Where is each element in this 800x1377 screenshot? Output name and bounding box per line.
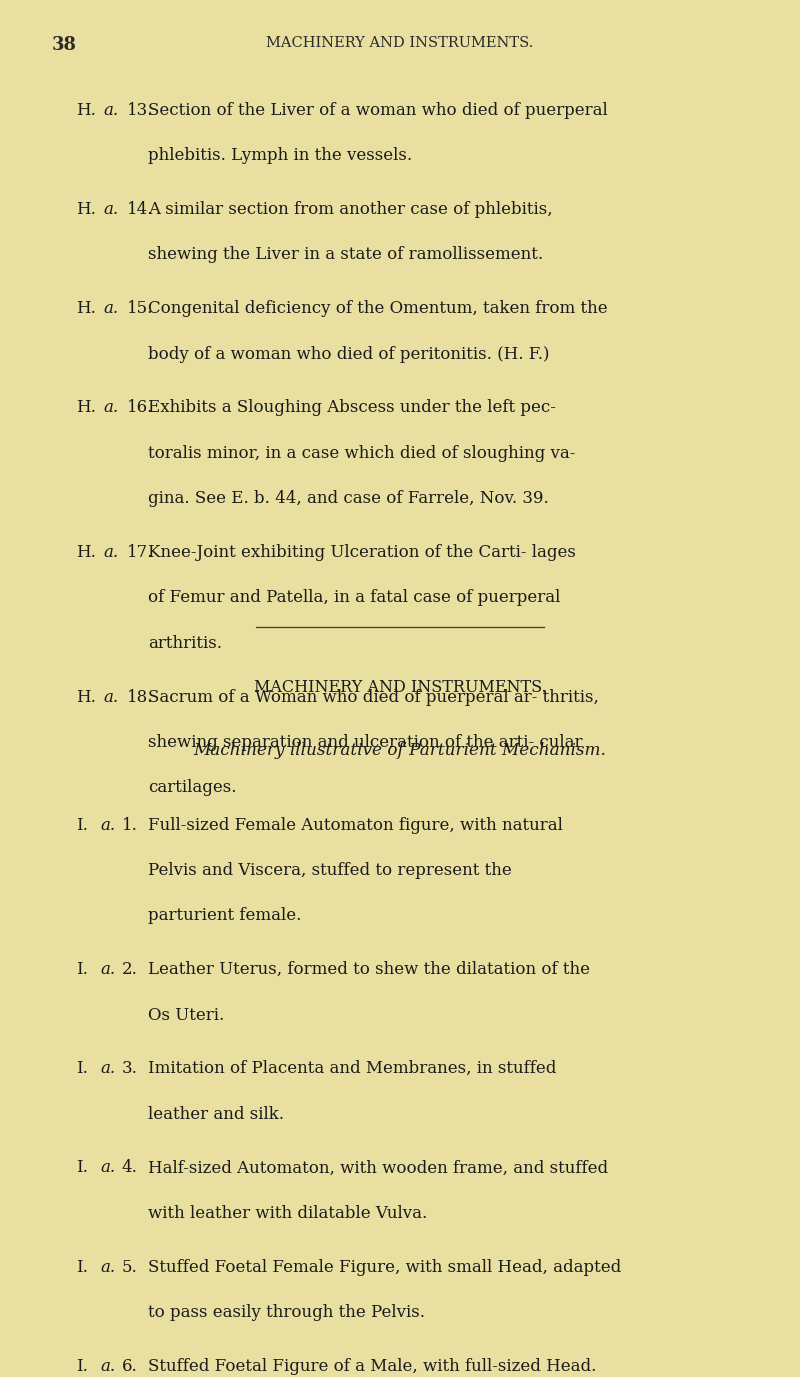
Text: Full-sized Female Automaton figure, with natural: Full-sized Female Automaton figure, with… <box>148 817 563 833</box>
Text: I.: I. <box>76 1358 88 1374</box>
Text: Half-sized Automaton, with wooden frame, and stuffed: Half-sized Automaton, with wooden frame,… <box>148 1159 608 1176</box>
Text: 17.: 17. <box>127 544 154 560</box>
Text: 6.: 6. <box>122 1358 138 1374</box>
Text: H.: H. <box>76 544 96 560</box>
Text: parturient female.: parturient female. <box>148 907 302 924</box>
Text: arthritis.: arthritis. <box>148 635 222 651</box>
Text: H.: H. <box>76 102 96 118</box>
Text: H.: H. <box>76 201 96 218</box>
Text: Leather Uterus, formed to shew the dilatation of the: Leather Uterus, formed to shew the dilat… <box>148 961 590 978</box>
Text: I.: I. <box>76 1060 88 1077</box>
Text: Congenital deficiency of the Omentum, taken from the: Congenital deficiency of the Omentum, ta… <box>148 300 608 317</box>
Text: phlebitis. Lymph in the vessels.: phlebitis. Lymph in the vessels. <box>148 147 412 164</box>
Text: a.: a. <box>103 399 118 416</box>
Text: a.: a. <box>103 688 118 705</box>
Text: leather and silk.: leather and silk. <box>148 1106 284 1122</box>
Text: 2.: 2. <box>122 961 138 978</box>
Text: 14.: 14. <box>127 201 154 218</box>
Text: to pass easily through the Pelvis.: to pass easily through the Pelvis. <box>148 1304 425 1321</box>
Text: 1.: 1. <box>122 817 138 833</box>
Text: Sacrum of a Woman who died of puerperal ar- thritis,: Sacrum of a Woman who died of puerperal … <box>148 688 599 705</box>
Text: H.: H. <box>76 399 96 416</box>
Text: with leather with dilatable Vulva.: with leather with dilatable Vulva. <box>148 1205 427 1221</box>
Text: Machinery illustrative of Parturient Mechanism.: Machinery illustrative of Parturient Mec… <box>194 742 606 759</box>
Text: a.: a. <box>103 201 118 218</box>
Text: 5.: 5. <box>122 1259 138 1275</box>
Text: 13.: 13. <box>127 102 154 118</box>
Text: cartilages.: cartilages. <box>148 779 237 796</box>
Text: a.: a. <box>100 1358 115 1374</box>
Text: shewing separation and ulceration of the arti- cular: shewing separation and ulceration of the… <box>148 734 582 750</box>
Text: I.: I. <box>76 961 88 978</box>
Text: Exhibits a Sloughing Abscess under the left pec-: Exhibits a Sloughing Abscess under the l… <box>148 399 556 416</box>
Text: toralis minor, in a case which died of sloughing va-: toralis minor, in a case which died of s… <box>148 445 575 461</box>
Text: MACHINERY AND INSTRUMENTS.: MACHINERY AND INSTRUMENTS. <box>266 36 534 50</box>
Text: of Femur and Patella, in a fatal case of puerperal: of Femur and Patella, in a fatal case of… <box>148 589 560 606</box>
Text: A similar section from another case of phlebitis,: A similar section from another case of p… <box>148 201 553 218</box>
Text: Section of the Liver of a woman who died of puerperal: Section of the Liver of a woman who died… <box>148 102 608 118</box>
Text: 4.: 4. <box>122 1159 138 1176</box>
Text: H.: H. <box>76 300 96 317</box>
Text: Stuffed Foetal Figure of a Male, with full-sized Head.: Stuffed Foetal Figure of a Male, with fu… <box>148 1358 596 1374</box>
Text: shewing the Liver in a state of ramollissement.: shewing the Liver in a state of ramollis… <box>148 246 543 263</box>
Text: Knee-Joint exhibiting Ulceration of the Carti- lages: Knee-Joint exhibiting Ulceration of the … <box>148 544 576 560</box>
Text: body of a woman who died of peritonitis. (H. F.): body of a woman who died of peritonitis.… <box>148 346 550 362</box>
Text: a.: a. <box>100 817 115 833</box>
Text: Pelvis and Viscera, stuffed to represent the: Pelvis and Viscera, stuffed to represent… <box>148 862 512 879</box>
Text: a.: a. <box>100 1259 115 1275</box>
Text: Stuffed Foetal Female Figure, with small Head, adapted: Stuffed Foetal Female Figure, with small… <box>148 1259 622 1275</box>
Text: I.: I. <box>76 817 88 833</box>
Text: a.: a. <box>100 961 115 978</box>
Text: 38: 38 <box>52 36 77 54</box>
Text: 18.: 18. <box>127 688 154 705</box>
Text: 3.: 3. <box>122 1060 138 1077</box>
Text: gina. See E. b. 44, and case of Farrele, Nov. 39.: gina. See E. b. 44, and case of Farrele,… <box>148 490 549 507</box>
Text: a.: a. <box>100 1060 115 1077</box>
Text: I.: I. <box>76 1159 88 1176</box>
Text: a.: a. <box>103 300 118 317</box>
Text: 15.: 15. <box>127 300 154 317</box>
Text: a.: a. <box>103 102 118 118</box>
Text: H.: H. <box>76 688 96 705</box>
Text: I.: I. <box>76 1259 88 1275</box>
Text: 16.: 16. <box>127 399 154 416</box>
Text: Os Uteri.: Os Uteri. <box>148 1007 224 1023</box>
Text: MACHINERY AND INSTRUMENTS.: MACHINERY AND INSTRUMENTS. <box>254 679 546 695</box>
Text: a.: a. <box>103 544 118 560</box>
Text: a.: a. <box>100 1159 115 1176</box>
Text: Imitation of Placenta and Membranes, in stuffed: Imitation of Placenta and Membranes, in … <box>148 1060 556 1077</box>
